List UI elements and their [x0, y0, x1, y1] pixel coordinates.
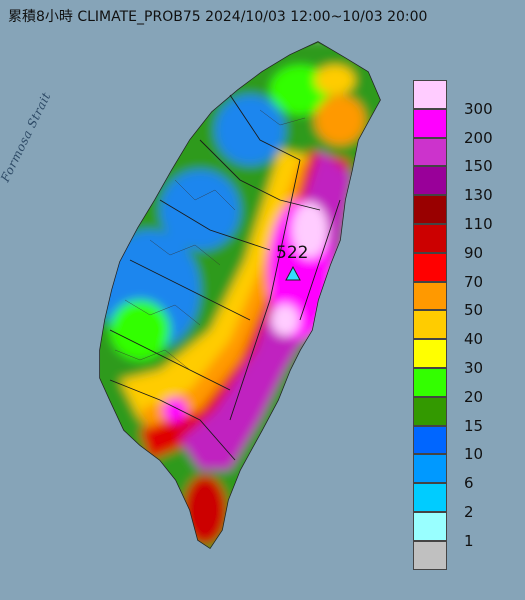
legend-label: 2: [464, 502, 474, 521]
legend-swatch: [413, 137, 447, 167]
legend-swatch: [413, 512, 447, 541]
legend-label: 30: [464, 358, 484, 377]
legend-label: 6: [464, 474, 474, 493]
rainfall-field: [100, 42, 380, 548]
map-title: 累積8小時 CLIMATE_PROB75 2024/10/03 12:00~10…: [8, 9, 428, 25]
legend-item: 2: [413, 483, 525, 521]
legend-label: 10: [464, 445, 484, 464]
legend-swatch: [413, 368, 447, 397]
legend-swatch: [413, 252, 447, 282]
legend-item: 90: [413, 224, 525, 262]
legend-item: 50: [413, 281, 525, 319]
max-value-label: 522: [276, 243, 309, 263]
legend-label: 300: [464, 99, 493, 118]
legend-swatch: [413, 310, 447, 340]
legend-swatch: [413, 339, 447, 368]
legend-item: 130: [413, 166, 525, 204]
legend-label: 150: [464, 157, 493, 176]
legend-swatch: [413, 108, 447, 138]
county-boundaries: [109, 94, 341, 461]
legend-item: 150: [413, 137, 525, 175]
legend-label: 130: [464, 186, 493, 205]
legend-item: 110: [413, 195, 525, 233]
legend-label: 40: [464, 330, 484, 349]
legend-swatch: [413, 483, 447, 512]
legend-swatch: [413, 396, 447, 426]
legend-item: 15: [413, 396, 525, 435]
legend-label: 90: [464, 243, 484, 262]
legend-item: 20: [413, 368, 525, 406]
legend-swatch: [413, 166, 447, 196]
legend-item: 70: [413, 252, 525, 291]
legend-label: 15: [464, 416, 484, 435]
legend-item: 300: [413, 80, 525, 118]
legend-item: 200: [413, 108, 525, 147]
legend-item: 1: [413, 512, 525, 550]
legend-swatch: [413, 540, 447, 570]
legend-label: 20: [464, 387, 484, 406]
legend-label: 110: [464, 214, 493, 233]
legend-item: 30: [413, 339, 525, 377]
legend-item: 40: [413, 310, 525, 348]
legend-label: 1: [464, 531, 474, 550]
legend-swatch: [413, 281, 447, 311]
legend-item: 10: [413, 425, 525, 463]
legend-item: 6: [413, 454, 525, 492]
legend-swatch: [413, 195, 447, 224]
legend-label: 200: [464, 128, 493, 147]
legend-label: 70: [464, 272, 484, 291]
legend-swatch: [413, 224, 447, 253]
legend-swatch: [413, 80, 447, 109]
color-legend: 300 200 150 130 110 90 70 50 40 30 20 15 10 6 2 1: [413, 80, 525, 570]
legend-swatch: [413, 454, 447, 484]
legend-label: 50: [464, 301, 484, 320]
legend-item: [413, 540, 525, 570]
legend-swatch: [413, 425, 447, 455]
triangle-icon: [285, 265, 301, 281]
